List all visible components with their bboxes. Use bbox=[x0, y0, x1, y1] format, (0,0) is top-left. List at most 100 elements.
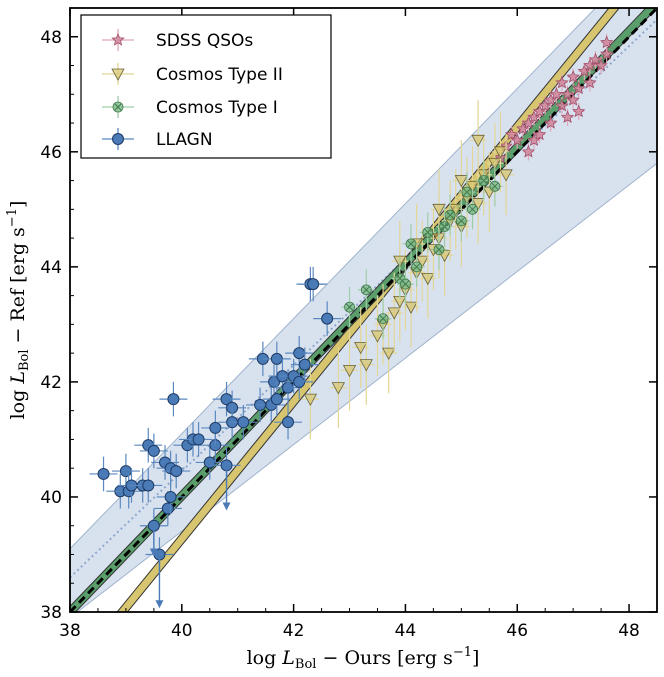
point-cosmos-type-ii bbox=[415, 255, 429, 268]
point-llagn bbox=[192, 433, 205, 446]
y-axis-label: log LBol − Ref [erg s−1] bbox=[5, 201, 32, 420]
point-cosmos-type-ii bbox=[449, 203, 463, 217]
point-cosmos-type-i bbox=[344, 301, 355, 313]
point-sdss-qsos bbox=[588, 52, 603, 66]
point-sdss-qsos bbox=[572, 81, 586, 95]
point-sdss-qsos bbox=[600, 35, 614, 49]
point-llagn bbox=[167, 393, 180, 406]
point-sdss-qsos bbox=[532, 127, 547, 141]
fit-line-one-to-one bbox=[70, 8, 657, 612]
point-llagn bbox=[282, 416, 295, 429]
legend-label-sdss: SDSS QSOs bbox=[156, 31, 253, 51]
point-llagn bbox=[142, 479, 155, 492]
point-llagn bbox=[119, 465, 132, 478]
fit-band-cosmos-type-ii-fit bbox=[117, 8, 619, 612]
series-llagn bbox=[89, 266, 342, 572]
point-cosmos-type-ii bbox=[471, 134, 485, 148]
point-cosmos-type-i bbox=[467, 203, 478, 215]
point-cosmos-type-ii bbox=[454, 175, 469, 188]
point-cosmos-type-i bbox=[444, 209, 456, 221]
series-cosmos-type-i bbox=[341, 160, 504, 339]
ticks: 38 40 42 44 46 48 38 40 42 44 46 48 bbox=[40, 7, 658, 641]
point-cosmos-type-i bbox=[489, 180, 501, 192]
legend-marker-cosmos-type-i bbox=[112, 101, 124, 113]
point-sdss-qsos bbox=[566, 92, 580, 106]
point-sdss-qsos bbox=[566, 69, 580, 83]
point-cosmos-type-i bbox=[455, 215, 467, 227]
point-llagn bbox=[270, 352, 283, 365]
point-sdss-qsos bbox=[527, 133, 541, 147]
x-tick-label: 46 bbox=[506, 621, 528, 641]
y-tick-label: 48 bbox=[40, 28, 62, 48]
point-cosmos-type-ii bbox=[493, 146, 508, 159]
point-sdss-qsos bbox=[544, 115, 558, 129]
point-cosmos-type-ii bbox=[381, 347, 396, 360]
point-cosmos-type-ii bbox=[354, 341, 368, 355]
point-llagn bbox=[237, 416, 250, 429]
point-llagn bbox=[147, 444, 160, 457]
point-llagn bbox=[161, 502, 174, 515]
y-tick-label: 46 bbox=[40, 143, 62, 163]
point-cosmos-type-ii bbox=[404, 301, 418, 314]
point-sdss-qsos bbox=[521, 144, 536, 158]
point-sdss-qsos bbox=[583, 75, 597, 89]
point-llagn bbox=[298, 358, 311, 371]
point-llagn bbox=[321, 312, 334, 325]
point-sdss-qsos bbox=[571, 104, 586, 118]
point-llagn bbox=[293, 347, 306, 360]
point-sdss-qsos bbox=[510, 133, 524, 147]
point-cosmos-type-i bbox=[411, 261, 423, 273]
x-axis-label: log LBol − Ours [erg s−1] bbox=[247, 645, 480, 672]
legend-marker-cosmos-type-ii bbox=[111, 68, 125, 81]
point-cosmos-type-i bbox=[478, 175, 490, 186]
point-cosmos-type-ii bbox=[370, 330, 385, 343]
point-cosmos-type-ii bbox=[342, 364, 357, 378]
point-llagn bbox=[270, 393, 283, 406]
point-cosmos-type-ii bbox=[488, 157, 502, 171]
point-llagn bbox=[97, 467, 110, 480]
upper-limit-arrowhead bbox=[222, 502, 231, 511]
plot-area bbox=[70, 8, 657, 612]
upper-limit-arrowhead bbox=[155, 600, 164, 609]
point-llagn bbox=[209, 421, 222, 434]
legend-markers bbox=[102, 29, 134, 150]
point-sdss-qsos bbox=[555, 75, 569, 89]
point-llagn bbox=[170, 465, 183, 478]
point-sdss-qsos bbox=[560, 87, 575, 100]
point-cosmos-type-i bbox=[360, 284, 372, 296]
x-tick-label: 44 bbox=[395, 621, 417, 641]
point-cosmos-type-ii bbox=[432, 203, 446, 217]
y-tick-label: 38 bbox=[40, 603, 62, 623]
point-cosmos-type-ii bbox=[421, 272, 435, 286]
y-tick-label: 42 bbox=[40, 373, 62, 393]
x-tick-label: 40 bbox=[171, 621, 193, 641]
y-tick-label: 40 bbox=[40, 488, 62, 508]
point-llagn bbox=[282, 381, 295, 394]
point-sdss-qsos bbox=[504, 127, 519, 141]
legend: SDSS QSOs Cosmos Type II Cosmos Type I L… bbox=[80, 14, 332, 159]
point-cosmos-type-ii bbox=[465, 180, 480, 194]
legend-label-llagn: LLAGN bbox=[156, 130, 213, 150]
point-llagn bbox=[307, 278, 320, 291]
point-cosmos-type-i bbox=[422, 226, 434, 238]
point-cosmos-type-i bbox=[377, 313, 389, 325]
point-cosmos-type-i bbox=[439, 221, 450, 232]
point-sdss-qsos bbox=[560, 110, 575, 123]
axes-frame bbox=[69, 7, 658, 613]
point-cosmos-type-ii bbox=[303, 393, 318, 406]
x-tick-label: 48 bbox=[618, 621, 640, 641]
legend-marker-llagn bbox=[112, 133, 124, 145]
point-sdss-qsos bbox=[555, 98, 569, 112]
point-cosmos-type-i bbox=[400, 278, 411, 290]
point-cosmos-type-ii bbox=[387, 307, 401, 320]
x-tick-label: 38 bbox=[59, 621, 81, 641]
legend-label-cosmos-type-ii: Cosmos Type II bbox=[156, 65, 283, 85]
point-sdss-qsos bbox=[594, 58, 608, 72]
point-cosmos-type-i bbox=[433, 244, 445, 256]
x-tick-label: 42 bbox=[283, 621, 305, 641]
point-llagn bbox=[164, 490, 177, 503]
point-llagn bbox=[293, 375, 306, 388]
point-cosmos-type-ii bbox=[359, 359, 373, 372]
legend-marker-sdss-qsos bbox=[111, 32, 125, 46]
point-cosmos-type-i bbox=[405, 238, 417, 250]
